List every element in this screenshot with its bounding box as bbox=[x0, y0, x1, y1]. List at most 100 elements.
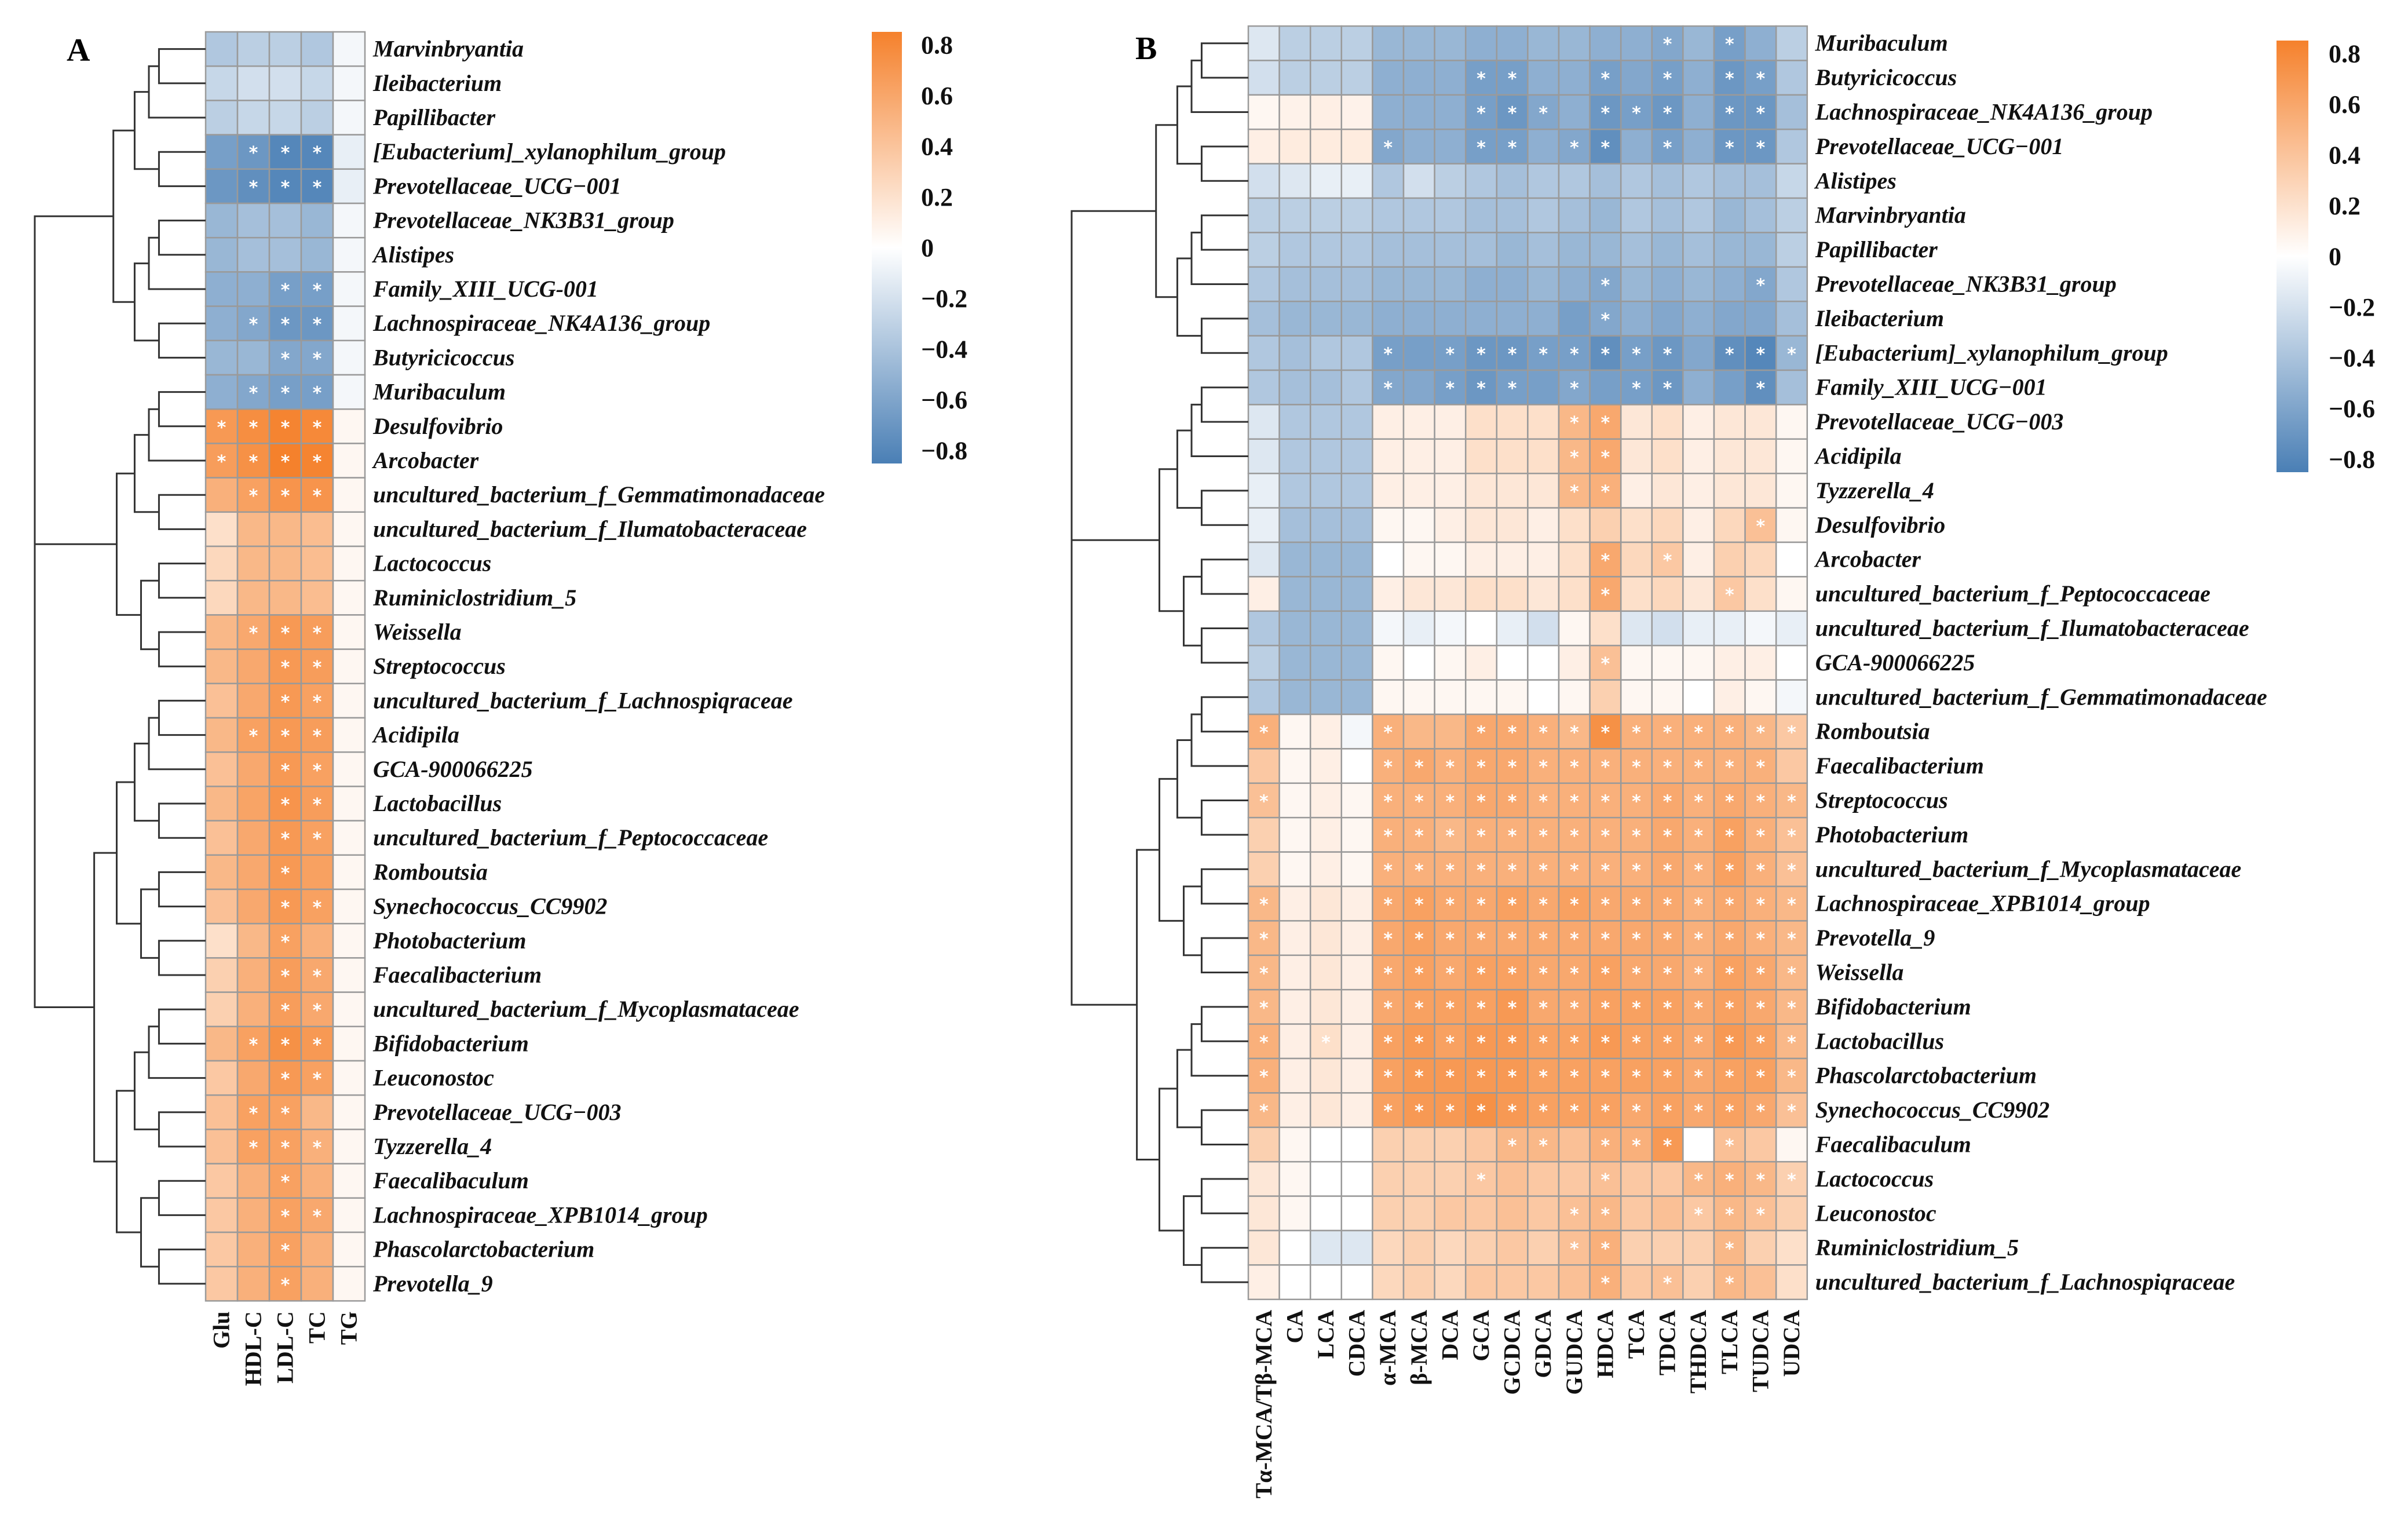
cell-a-11-4 bbox=[332, 408, 366, 444]
significance-star: * bbox=[1508, 998, 1517, 1019]
cell-b-20-4 bbox=[1372, 713, 1405, 750]
significance-star: * bbox=[1570, 482, 1579, 502]
significance-star: * bbox=[1601, 1067, 1610, 1087]
cell-b-25-3 bbox=[1340, 885, 1373, 922]
cell-b-11-8 bbox=[1496, 404, 1529, 440]
cell-b-31-16 bbox=[1744, 1092, 1777, 1129]
dendrogram-branch bbox=[158, 1180, 206, 1216]
cell-b-18-5 bbox=[1402, 644, 1435, 681]
cell-b-17-3 bbox=[1340, 610, 1373, 647]
cell-a-35-3 bbox=[300, 1231, 334, 1268]
cell-b-29-8 bbox=[1496, 1023, 1529, 1060]
cell-b-26-12 bbox=[1620, 920, 1653, 957]
cell-b-29-3 bbox=[1340, 1023, 1373, 1060]
cell-a-5-2 bbox=[268, 202, 302, 239]
cell-a-31-4 bbox=[332, 1094, 366, 1130]
significance-star: * bbox=[1694, 1067, 1703, 1087]
row-label-lactobacillus: Lactobacillus bbox=[1815, 1028, 1944, 1054]
legend-tick-label: −0.4 bbox=[921, 335, 967, 364]
cell-b-3-14 bbox=[1682, 128, 1715, 165]
row-label-uncultured-bacterium-f-gemmatimonadaceae: uncultured_bacterium_f_Gemmatimonadaceae bbox=[1815, 684, 2267, 710]
cell-a-7-1 bbox=[236, 271, 271, 307]
dendrogram-branch bbox=[158, 871, 206, 908]
row-label-muribaculum: Muribaculum bbox=[1815, 30, 1948, 56]
cell-b-33-17 bbox=[1775, 1160, 1808, 1197]
cell-a-19-1 bbox=[236, 682, 271, 719]
cell-b-14-2 bbox=[1309, 507, 1343, 543]
dendrogram-branch bbox=[133, 91, 159, 170]
column-label-t-mca-t-mca: Tα-MCA/Tβ-MCA bbox=[1251, 1310, 1277, 1499]
row-label-prevotellaceae-nk3b31-group: Prevotellaceae_NK3B31_group bbox=[372, 207, 674, 233]
significance-star: * bbox=[1477, 138, 1486, 158]
cell-b-13-6 bbox=[1434, 472, 1467, 509]
significance-star: * bbox=[1570, 757, 1579, 778]
significance-star: * bbox=[281, 1070, 290, 1090]
dendrogram-branch bbox=[1190, 1023, 1248, 1077]
cell-b-34-7 bbox=[1464, 1195, 1498, 1232]
cell-b-29-13 bbox=[1651, 1023, 1684, 1060]
significance-star: * bbox=[1601, 1170, 1610, 1191]
significance-star: * bbox=[1663, 1273, 1672, 1294]
significance-star: * bbox=[1383, 1101, 1393, 1122]
legend-tick-label: 0.8 bbox=[921, 31, 953, 59]
cell-b-11-13 bbox=[1651, 404, 1684, 440]
cell-b-5-2 bbox=[1309, 197, 1343, 233]
significance-star: * bbox=[313, 315, 322, 335]
significance-star: * bbox=[1787, 723, 1796, 743]
cell-b-18-13 bbox=[1651, 644, 1684, 681]
cell-b-3-8 bbox=[1496, 128, 1529, 165]
significance-star: * bbox=[1539, 344, 1548, 364]
heatmap-panel-a: * * * * * * * * * * * * * * * * * * * * * * * * * * * * * * * * * * * * * * * *… bbox=[34, 31, 967, 1386]
cell-a-30-0 bbox=[204, 1060, 239, 1096]
significance-star: * bbox=[1477, 1101, 1486, 1122]
significance-star: * bbox=[1725, 1273, 1734, 1294]
cell-b-36-2 bbox=[1309, 1264, 1343, 1301]
cell-a-27-4 bbox=[332, 957, 366, 993]
cell-b-9-5 bbox=[1402, 335, 1435, 371]
significance-star: * bbox=[1415, 964, 1424, 984]
significance-star: * bbox=[1570, 1204, 1579, 1225]
cell-a-29-0 bbox=[204, 1025, 239, 1062]
significance-star: * bbox=[1539, 792, 1548, 812]
cell-b-32-16 bbox=[1744, 1126, 1777, 1163]
cell-b-1-16 bbox=[1744, 60, 1777, 96]
dendrogram-branch bbox=[1200, 627, 1248, 664]
significance-star: * bbox=[1415, 929, 1424, 950]
legend-tick-label: −0.6 bbox=[921, 386, 967, 414]
cell-a-25-0 bbox=[204, 888, 239, 925]
cell-b-16-17 bbox=[1775, 576, 1808, 612]
panel-label-b: B bbox=[1135, 31, 1157, 67]
cell-b-27-14 bbox=[1682, 954, 1715, 991]
dendrogram-branch bbox=[1200, 1247, 1248, 1283]
significance-star: * bbox=[1663, 1136, 1672, 1156]
cell-a-2-3 bbox=[300, 100, 334, 136]
cell-a-5-4 bbox=[332, 202, 366, 239]
dendrogram-branch bbox=[1200, 214, 1248, 251]
cell-a-1-3 bbox=[300, 65, 334, 101]
dendrogram-branch bbox=[1155, 124, 1178, 298]
cell-b-21-12 bbox=[1620, 748, 1653, 784]
cell-b-29-4 bbox=[1372, 1023, 1405, 1060]
cell-b-23-16 bbox=[1744, 816, 1777, 853]
cell-b-12-7 bbox=[1464, 438, 1498, 475]
significance-star: * bbox=[281, 727, 290, 747]
cell-a-2-4 bbox=[332, 100, 366, 136]
cell-b-35-12 bbox=[1620, 1229, 1653, 1266]
cell-a-11-3 bbox=[300, 408, 334, 444]
cell-b-19-3 bbox=[1340, 679, 1373, 716]
significance-star: * bbox=[1756, 276, 1766, 296]
cell-b-22-12 bbox=[1620, 782, 1653, 819]
cell-b-17-5 bbox=[1402, 610, 1435, 647]
cell-b-34-12 bbox=[1620, 1195, 1653, 1232]
cell-b-34-2 bbox=[1309, 1195, 1343, 1232]
cell-b-13-2 bbox=[1309, 472, 1343, 509]
cell-b-0-16 bbox=[1744, 25, 1777, 61]
dendrogram-branch bbox=[1200, 696, 1248, 733]
cell-b-17-10 bbox=[1558, 610, 1591, 647]
cell-b-35-0 bbox=[1247, 1229, 1280, 1266]
cell-b-6-7 bbox=[1464, 232, 1498, 268]
cell-a-13-3 bbox=[300, 477, 334, 513]
cell-b-31-13 bbox=[1651, 1092, 1684, 1129]
significance-star: * bbox=[1601, 1136, 1610, 1156]
cell-b-7-15 bbox=[1713, 266, 1746, 302]
